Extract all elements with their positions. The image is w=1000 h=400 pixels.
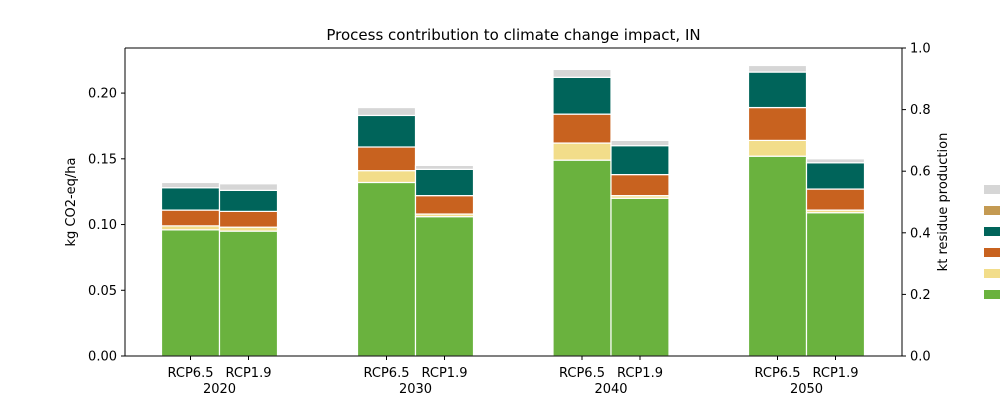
- x-tick-label-scenario: RCP6.5: [168, 366, 214, 381]
- bar-segment-2040-RCP6.5-5: [552, 68, 612, 78]
- y-right-tick-label: 0.2: [910, 288, 931, 303]
- y-right-tick-label: 0.0: [910, 350, 931, 365]
- x-tick-label-scenario: RCP1.9: [813, 366, 859, 381]
- bar-segment-2050-RCP1.9-3: [805, 162, 866, 190]
- bar-segment-2040-RCP6.5-0: [552, 159, 612, 357]
- legend: [984, 185, 1000, 299]
- bar-segment-2020-RCP1.9-5: [218, 183, 279, 191]
- left-axis: 0.00 0.05 0.10 0.15 0.20: [88, 47, 902, 365]
- legend-swatch-5: [984, 290, 1000, 299]
- y-right-tick-label: 1.0: [910, 42, 931, 57]
- x-tick-label-scenario: RCP6.5: [364, 366, 410, 381]
- bar-segment-2050-RCP1.9-2: [805, 188, 866, 211]
- bar-segment-2030-RCP6.5-3: [356, 114, 417, 148]
- bar-segment-2020-RCP6.5-2: [160, 209, 221, 227]
- bar-segment-2040-RCP1.9-3: [610, 145, 670, 176]
- x-tick-label-scenario: RCP6.5: [755, 366, 801, 381]
- right-axis: 0.0 0.2 0.4 0.6 0.8 1.0: [901, 42, 931, 365]
- bar-segment-2030-RCP1.9-5: [414, 164, 475, 170]
- x-tick-label-scenario: RCP1.9: [226, 366, 272, 381]
- x-tick-label-scenario: RCP1.9: [422, 366, 468, 381]
- legend-swatch-0: [984, 185, 1000, 194]
- y-right-tick-label: 0.8: [910, 103, 931, 118]
- bar-segment-2030-RCP6.5-5: [356, 106, 417, 117]
- legend-swatch-1: [984, 206, 1000, 215]
- legend-swatch-2: [984, 227, 1000, 236]
- bar-segment-2020-RCP1.9-2: [218, 210, 279, 228]
- bar-segment-2030-RCP1.9-2: [414, 195, 475, 215]
- y-tick-label: 0.05: [88, 284, 117, 299]
- y-right-tick-label: 0.6: [910, 165, 931, 180]
- x-tick-label-year: 2020: [203, 382, 236, 397]
- y-tick-label: 0.20: [88, 87, 117, 102]
- bar-segment-2030-RCP1.9-0: [414, 216, 475, 357]
- y-right-tick-label: 0.4: [910, 226, 931, 241]
- bar-segment-2020-RCP6.5-0: [160, 229, 221, 357]
- x-tick-label-year: 2050: [790, 382, 823, 397]
- legend-swatch-4: [984, 269, 1000, 278]
- y-axis-right-label: kt residue production: [936, 133, 951, 272]
- bar-segment-2050-RCP6.5-0: [747, 155, 808, 357]
- bar-segment-2050-RCP1.9-0: [805, 212, 866, 357]
- x-tick-label-scenario: RCP6.5: [559, 366, 605, 381]
- bar-segment-2020-RCP1.9-3: [218, 189, 279, 212]
- bar-segment-2050-RCP6.5-1: [747, 139, 808, 157]
- bar-segment-2020-RCP6.5-3: [160, 187, 221, 211]
- bar-segment-2050-RCP6.5-2: [747, 106, 808, 142]
- legend-swatch-3: [984, 248, 1000, 257]
- x-tick-label-scenario: RCP1.9: [617, 366, 663, 381]
- bar-segment-2020-RCP6.5-5: [160, 181, 221, 189]
- y-tick-label: 0.00: [88, 350, 117, 365]
- bar-segment-2030-RCP6.5-1: [356, 170, 417, 184]
- y-axis-label: kg CO2-eq/ha: [64, 157, 79, 246]
- bar-segment-2040-RCP6.5-2: [552, 113, 612, 144]
- bar-segment-2050-RCP6.5-3: [747, 71, 808, 109]
- chart-title: Process contribution to climate change i…: [326, 26, 700, 44]
- bars: [160, 64, 866, 357]
- bar-segment-2040-RCP1.9-5: [610, 139, 670, 147]
- x-tick-label-year: 2030: [399, 382, 432, 397]
- bar-segment-2040-RCP6.5-3: [552, 76, 612, 115]
- bar-segment-2050-RCP6.5-5: [747, 64, 808, 73]
- bar-segment-2030-RCP1.9-3: [414, 168, 475, 197]
- x-tick-label-year: 2040: [594, 382, 627, 397]
- bar-segment-2020-RCP1.9-0: [218, 230, 279, 357]
- bar-segment-2040-RCP6.5-1: [552, 142, 612, 161]
- bar-segment-2030-RCP6.5-0: [356, 181, 417, 357]
- bar-segment-2040-RCP1.9-0: [610, 197, 670, 357]
- bar-segment-2050-RCP1.9-5: [805, 158, 866, 164]
- bar-segment-2040-RCP1.9-2: [610, 173, 670, 197]
- y-tick-label: 0.10: [88, 218, 117, 233]
- bar-segment-2030-RCP6.5-2: [356, 146, 417, 172]
- y-tick-label: 0.15: [88, 152, 117, 167]
